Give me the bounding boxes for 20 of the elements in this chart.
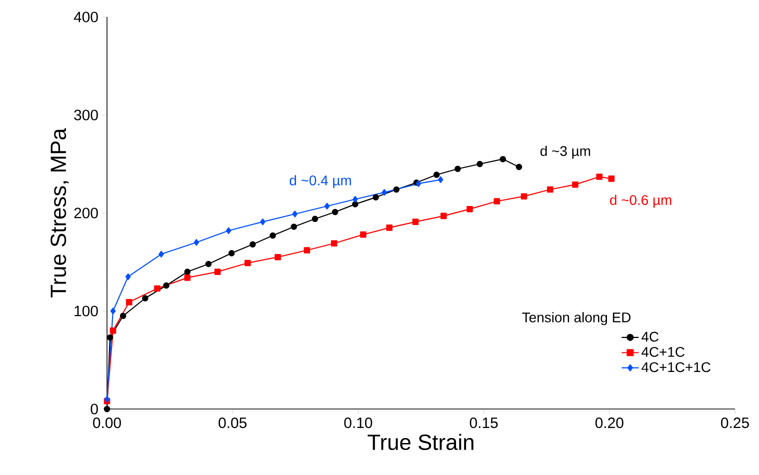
y-tick-label: 400	[74, 12, 98, 22]
legend-label: 4C	[642, 332, 659, 342]
x-tick-label: 0.10	[344, 418, 372, 428]
annotation: d ~0.4 µm	[290, 175, 351, 188]
legend-title: Tension along ED	[522, 312, 630, 326]
legend-label: 4C+1C	[642, 346, 684, 357]
y-axis-title: True Stress, MPa	[50, 128, 69, 298]
y-tick-label: 200	[74, 208, 98, 218]
y-tick-label: 100	[74, 306, 98, 316]
x-tick-label: 0.00	[93, 418, 121, 428]
y-tick-label: 0	[90, 404, 98, 414]
y-tick-label: 300	[74, 110, 98, 120]
x-tick-label: 0.20	[595, 418, 624, 428]
x-tick-label: 0.05	[218, 418, 247, 428]
x-tick-label: 0.25	[721, 418, 749, 428]
annotation: d ~3 µm	[540, 146, 590, 159]
x-tick-label: 0.15	[470, 418, 498, 428]
legend-label: 4C+1C+1C	[642, 362, 710, 372]
x-axis-title: True Strain	[368, 434, 474, 450]
annotation: d ~0.6 µm	[610, 194, 672, 208]
